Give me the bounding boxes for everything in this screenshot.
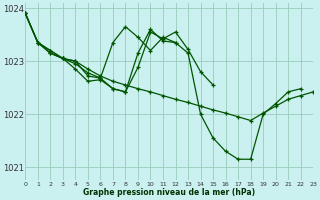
- X-axis label: Graphe pression niveau de la mer (hPa): Graphe pression niveau de la mer (hPa): [83, 188, 255, 197]
